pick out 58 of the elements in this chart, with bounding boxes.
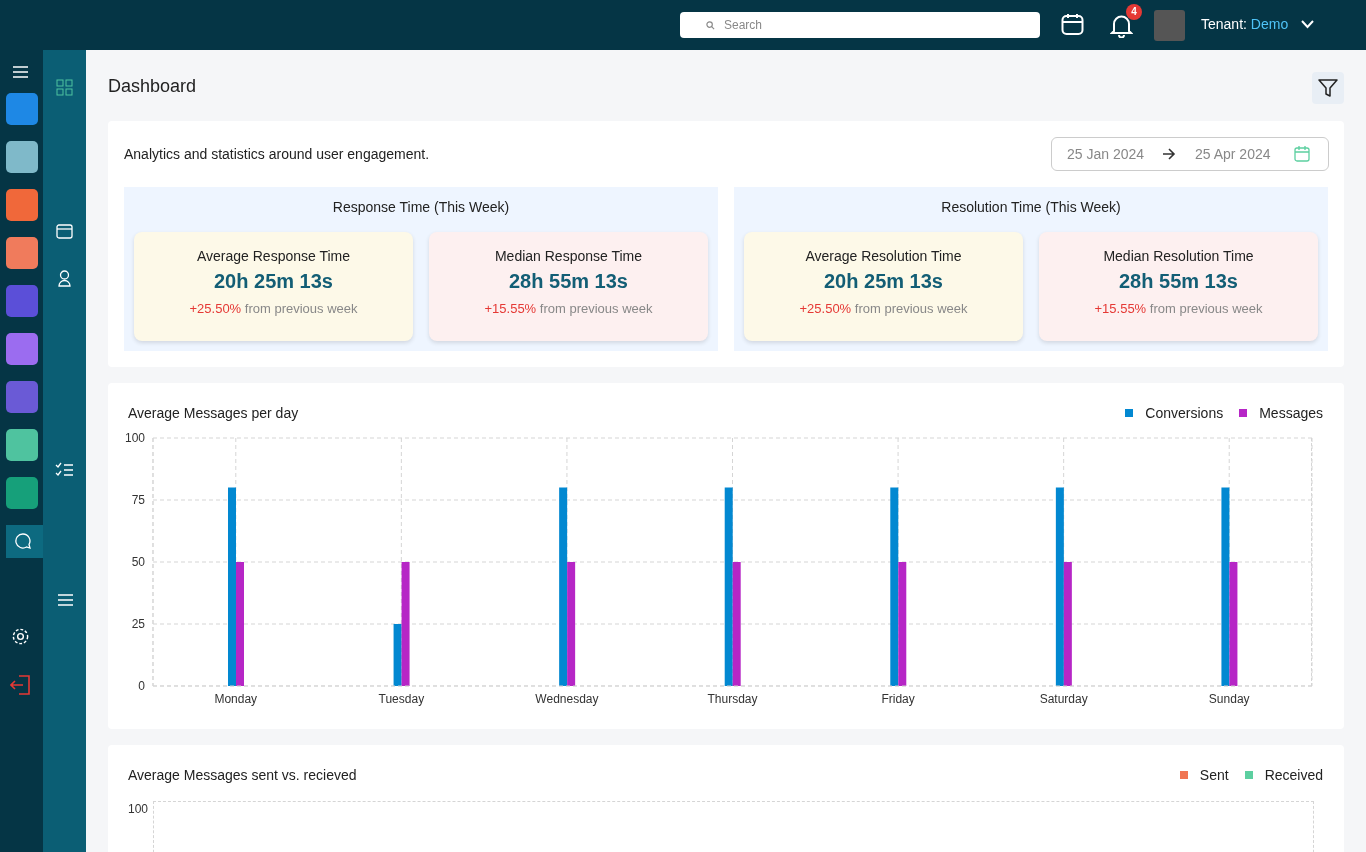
x-tick-label: Friday xyxy=(881,691,915,706)
y-tick-label: 75 xyxy=(131,493,146,508)
bar xyxy=(1063,562,1072,686)
text: +25.50% xyxy=(189,301,242,316)
x-tick-label: Thursday xyxy=(707,691,758,706)
text: Demo xyxy=(1250,16,1289,32)
text: Response Time (This Week) xyxy=(331,199,511,215)
bar xyxy=(236,562,244,686)
text: Analytics and statistics around user engagement. xyxy=(124,146,430,162)
bar xyxy=(732,562,741,686)
text: Dashboard xyxy=(108,76,197,97)
text: +25.50% xyxy=(799,301,852,316)
x-tick-label: Monday xyxy=(214,691,258,706)
text: +15.55% xyxy=(1094,301,1147,316)
text: Average Resolution Time xyxy=(804,248,963,264)
bar xyxy=(1055,487,1064,686)
bar xyxy=(567,562,576,686)
y-tick-label: 50 xyxy=(131,555,146,570)
text: 25 Jan 2024 xyxy=(1067,146,1145,162)
text: 20h 25m 13s xyxy=(213,270,334,293)
text: from previous week xyxy=(539,301,653,316)
text: +15.55% xyxy=(484,301,537,316)
legend-label: Sent xyxy=(1199,767,1229,783)
text: 25 Apr 2024 xyxy=(1195,146,1271,162)
text: 28h 55m 13s xyxy=(1118,270,1239,293)
text: Average Response Time xyxy=(195,248,352,264)
bar xyxy=(890,487,899,686)
y-tick-label: 25 xyxy=(131,617,146,632)
legend-label: Conversions xyxy=(1145,405,1224,421)
bar xyxy=(393,624,402,686)
y-tick-label: 0 xyxy=(138,679,146,694)
legend-label: Received xyxy=(1264,767,1323,783)
bar xyxy=(559,487,568,686)
bar xyxy=(898,562,907,686)
chart-title: Average Messages per day xyxy=(128,405,299,421)
y-tick-label: 100 xyxy=(124,431,146,446)
text: Median Resolution Time xyxy=(1102,248,1255,264)
text: 20h 25m 13s xyxy=(823,270,944,293)
text: 4 xyxy=(1126,4,1142,20)
text: from previous week xyxy=(1149,301,1263,316)
bar xyxy=(228,487,236,686)
bar xyxy=(1221,487,1230,686)
x-tick-label: Sunday xyxy=(1208,691,1250,706)
x-tick-label: Saturday xyxy=(1039,691,1088,706)
text: Average Messages sent vs. recieved xyxy=(128,767,357,783)
text: Search xyxy=(724,18,763,32)
text: 28h 55m 13s xyxy=(508,270,629,293)
bar xyxy=(724,487,733,686)
text: Tenant: xyxy=(1201,16,1247,32)
text: from previous week xyxy=(854,301,968,316)
bar xyxy=(1229,562,1238,686)
text: Resolution Time (This Week) xyxy=(940,199,1122,215)
text: Median Response Time xyxy=(493,248,644,264)
bar xyxy=(401,562,410,686)
x-tick-label: Tuesday xyxy=(378,691,425,706)
x-tick-label: Wednesday xyxy=(535,691,599,706)
legend-label: Messages xyxy=(1259,405,1323,421)
text: from previous week xyxy=(244,301,358,316)
